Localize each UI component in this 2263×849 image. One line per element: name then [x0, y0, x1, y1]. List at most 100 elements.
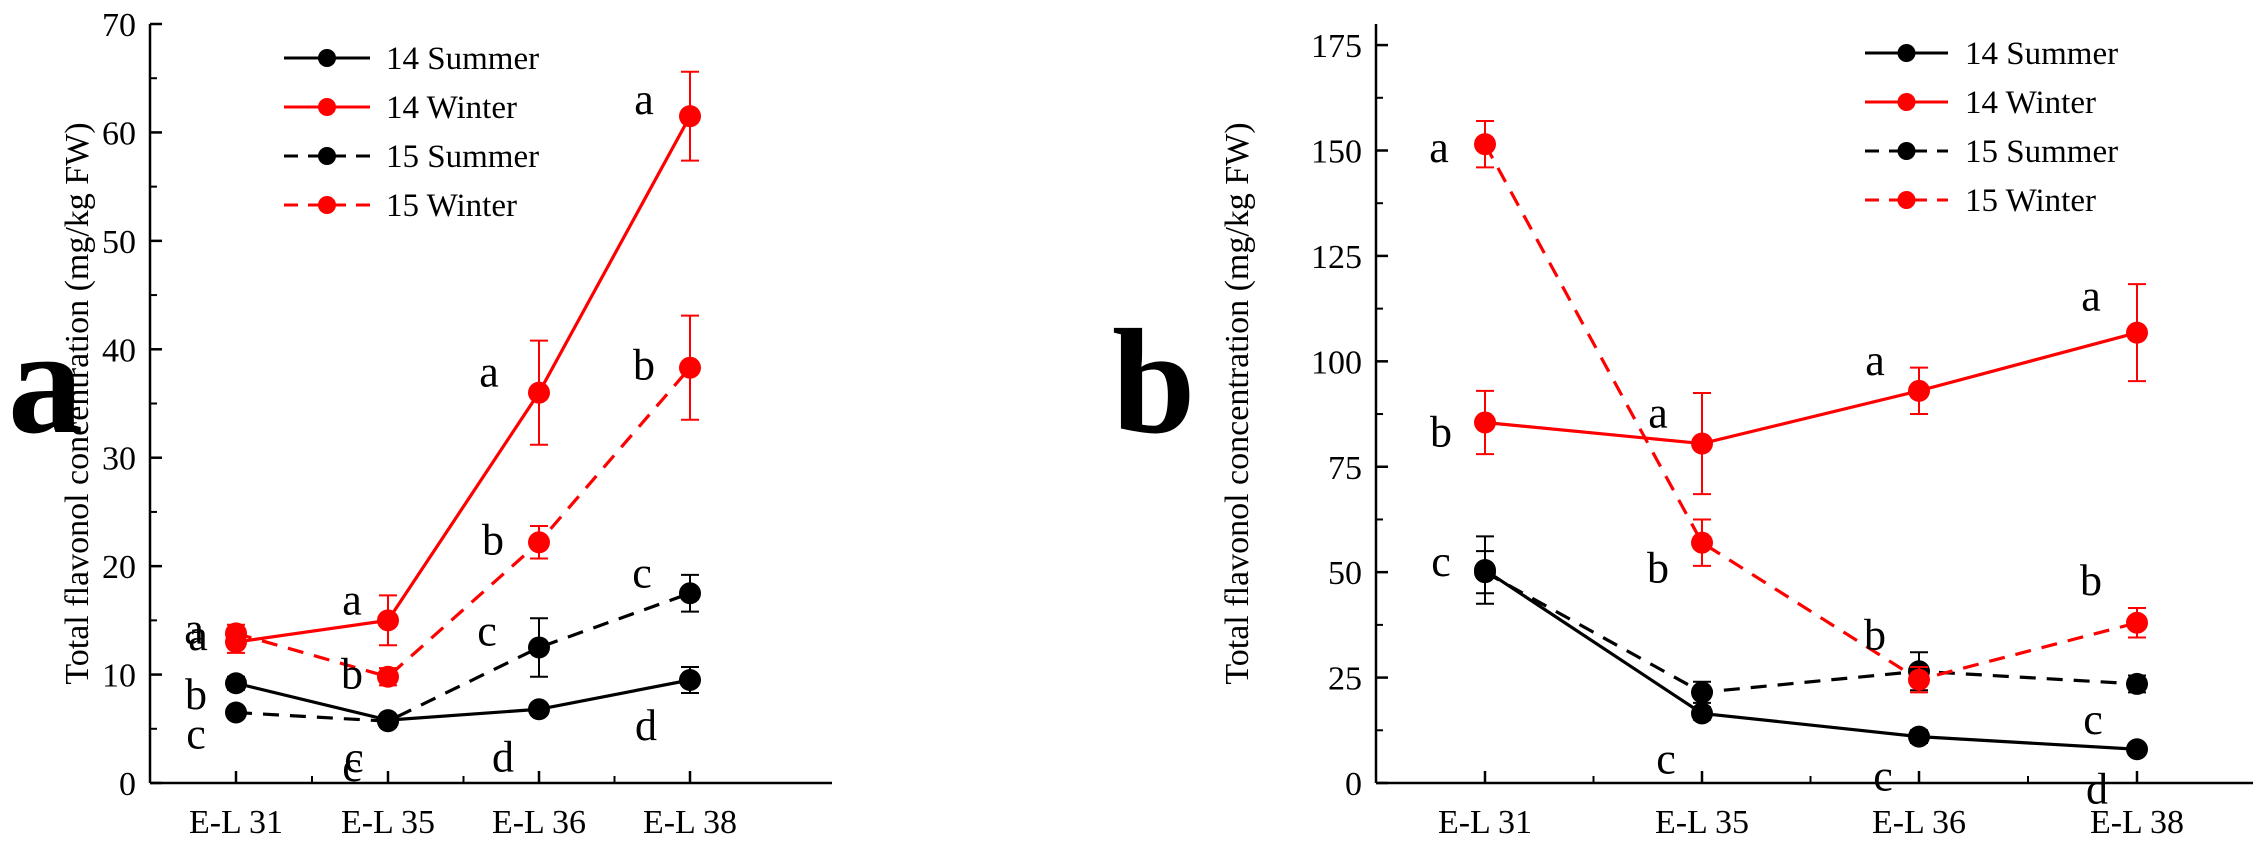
series-line	[1484, 331, 2138, 446]
y-axis-title: Total flavonol concentration (mg/kg FW)	[59, 122, 96, 684]
legend-entry: 15 Winter	[1965, 183, 2096, 219]
significance-letter: c	[1431, 537, 1451, 586]
data-point	[2126, 672, 2148, 695]
legend: 14 Summer 14 Winter 15 Summer 15 Winter	[1865, 36, 2118, 219]
significance-letter: a	[479, 348, 499, 397]
significance-letter: a	[1429, 123, 1449, 172]
data-point	[679, 582, 701, 605]
y-tick-label: 10	[102, 658, 136, 695]
data-point	[1691, 681, 1713, 704]
axes: 0 25 50 75 100 125 150 175 E-L 31 E-L 35 E-L 36 E-L…	[1219, 24, 2253, 841]
x-tick-label: E-L 38	[2090, 804, 2184, 841]
x-tick-label: E-L 35	[341, 804, 435, 841]
significance-letter: c	[632, 548, 652, 597]
significance-letter: c	[186, 710, 206, 759]
x-tick-label: E-L 36	[1872, 804, 1966, 841]
significance-letter: c	[342, 742, 362, 791]
legend-marker	[1897, 93, 1916, 111]
legend-entry: 14 Summer	[386, 41, 539, 77]
data-point	[2126, 321, 2148, 344]
y-tick-label: 30	[102, 441, 136, 478]
significance-letter: b	[482, 515, 504, 564]
data-point	[528, 531, 550, 554]
significance-letter: c	[1656, 734, 1676, 783]
y-tick-label: 100	[1311, 344, 1362, 381]
legend-entry: 15 Summer	[1965, 134, 2118, 170]
data-point	[2126, 738, 2148, 761]
legend-marker	[1897, 44, 1916, 62]
series-15-summer: c c c c	[186, 548, 701, 791]
series-15-winter: a b b b	[1429, 119, 2148, 694]
legend-marker	[1897, 191, 1916, 209]
significance-letter: b	[185, 670, 207, 719]
data-point	[679, 668, 701, 691]
significance-letter: c	[477, 606, 497, 655]
data-point	[377, 710, 399, 733]
series-line	[235, 678, 691, 722]
significance-letter: b	[633, 341, 655, 390]
series-15-winter: a b b b	[184, 314, 701, 699]
data-point	[1691, 432, 1713, 455]
data-point	[679, 356, 701, 379]
data-point	[2126, 611, 2148, 634]
data-point	[225, 701, 247, 724]
axes: 0 10 20 30 40 50 60 70 E-L 31 E-L 35 E-L 36 E-L 38 T…	[59, 7, 832, 841]
x-tick-label: E-L 38	[643, 804, 737, 841]
series-line	[1484, 568, 2138, 751]
x-tick-label: E-L 31	[1438, 804, 1532, 841]
data-point	[1474, 133, 1496, 156]
significance-letter: a	[184, 604, 204, 653]
y-tick-label: 150	[1311, 134, 1362, 171]
data-point	[225, 622, 247, 645]
significance-letter: b	[1647, 544, 1669, 593]
series-line	[235, 366, 692, 679]
series-line	[235, 115, 692, 644]
y-tick-label: 175	[1311, 28, 1362, 65]
y-tick-label: 50	[1328, 555, 1362, 592]
x-tick-label: E-L 35	[1655, 804, 1749, 841]
legend-marker	[318, 147, 336, 165]
significance-letter: d	[2086, 764, 2108, 813]
y-tick-label: 20	[102, 549, 136, 586]
data-point	[528, 698, 550, 721]
significance-letter: a	[1865, 336, 1885, 385]
legend-entry: 14 Winter	[1965, 85, 2096, 121]
series-14-summer: bc d d	[185, 665, 701, 782]
series-14-winter: b a a a	[1430, 272, 2148, 496]
series-line	[1483, 143, 2138, 682]
significance-letter: a	[634, 75, 654, 124]
legend-entry: 15 Summer	[386, 139, 539, 175]
legend-marker	[318, 49, 336, 67]
chart-panel-a: 0 10 20 30 40 50 60 70 E-L 31 E-L 35 E-L 36 E-L 38 T…	[8, 7, 832, 841]
significance-letter: d	[635, 701, 657, 750]
y-tick-label: 70	[102, 7, 136, 44]
data-point	[528, 636, 550, 659]
series-line	[235, 591, 691, 723]
significance-letter: b	[2080, 556, 2102, 605]
data-point	[528, 381, 550, 404]
y-tick-label: 40	[102, 332, 136, 369]
y-tick-label: 125	[1311, 239, 1362, 276]
series-line	[1484, 570, 2138, 694]
data-point	[1908, 379, 1930, 402]
significance-letter: c	[1873, 752, 1893, 801]
legend-entry: 14 Summer	[1965, 36, 2118, 72]
data-point	[1474, 411, 1496, 434]
x-tick-label: E-L 31	[189, 804, 283, 841]
data-point	[1691, 531, 1713, 554]
significance-letter: a	[1648, 389, 1668, 438]
series-14-summer: c c c d	[1431, 535, 2148, 813]
data-point	[377, 665, 399, 688]
legend-marker	[318, 98, 336, 116]
legend-marker	[1897, 142, 1916, 160]
significance-letter: b	[341, 650, 363, 699]
significance-letter: d	[492, 732, 514, 781]
chart-panel-b: 0 25 50 75 100 125 150 175 E-L 31 E-L 35 E-L 36 E-L…	[1112, 24, 2253, 841]
y-axis-title: Total flavonol concentration (mg/kg FW)	[1219, 122, 1256, 684]
significance-letter: a	[188, 611, 208, 660]
data-point	[1691, 702, 1713, 725]
y-tick-label: 0	[1345, 766, 1362, 803]
legend-entry: 14 Winter	[386, 90, 517, 126]
significance-letter: b	[1864, 611, 1886, 660]
